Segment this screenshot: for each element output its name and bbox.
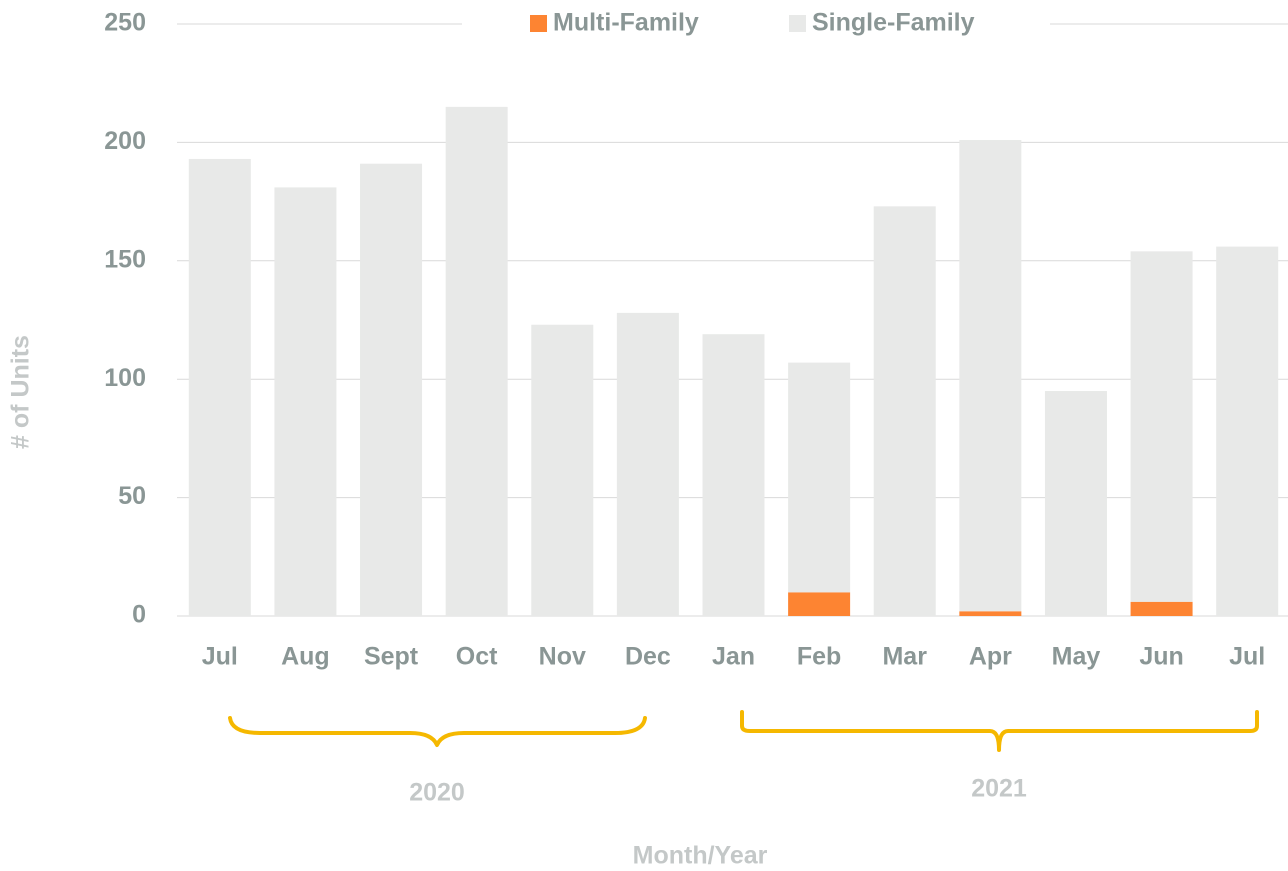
x-tick-label: Sept (364, 643, 419, 671)
y-tick-label: 200 (104, 127, 146, 155)
x-tick-label: Apr (969, 643, 1012, 671)
x-axis-title: Month/Year (633, 842, 768, 870)
x-tick-label: May (1052, 643, 1101, 671)
y-tick-label: 50 (118, 482, 146, 510)
bar-segment (445, 106, 508, 616)
legend-swatch (530, 15, 547, 32)
year-brace (228, 716, 647, 747)
bar-segment (188, 158, 251, 616)
legend-label: Multi-Family (553, 9, 699, 37)
y-axis-title: # of Units (7, 335, 35, 449)
x-tick-label: Jan (712, 643, 755, 671)
legend-label: Single-Family (812, 9, 975, 37)
x-tick-label: Feb (797, 643, 841, 671)
bar-segment (360, 163, 423, 616)
x-tick-label: Jul (1229, 643, 1265, 671)
x-tick-label: Mar (882, 643, 927, 671)
x-tick-label: Dec (625, 643, 671, 671)
bar-segment (616, 312, 679, 616)
x-tick-label: Oct (456, 643, 498, 671)
bar-segment (274, 187, 337, 616)
bar-segment (1216, 246, 1279, 617)
y-tick-label: 150 (104, 245, 146, 273)
legend-swatch (789, 15, 806, 32)
legend-background (462, 4, 1050, 44)
bar-segment (873, 206, 936, 616)
bar-segment (788, 362, 851, 593)
x-tick-label: Aug (281, 643, 330, 671)
bar-segment (702, 334, 765, 616)
year-brace (740, 710, 1259, 752)
bar-segment (531, 324, 594, 616)
bar-segment (959, 611, 1022, 616)
y-tick-label: 250 (104, 9, 146, 37)
bar-segment (1130, 251, 1193, 602)
x-tick-label: Jun (1139, 643, 1183, 671)
x-tick-label: Nov (539, 643, 586, 671)
bar-segment (788, 592, 851, 616)
y-tick-label: 100 (104, 364, 146, 392)
y-tick-label: 0 (132, 601, 146, 629)
bar-segment (1130, 601, 1193, 616)
year-label: 2020 (409, 779, 465, 807)
year-label: 2021 (971, 775, 1027, 803)
bar-segment (1044, 391, 1107, 616)
x-tick-label: Jul (202, 643, 238, 671)
bar-segment (959, 140, 1022, 612)
